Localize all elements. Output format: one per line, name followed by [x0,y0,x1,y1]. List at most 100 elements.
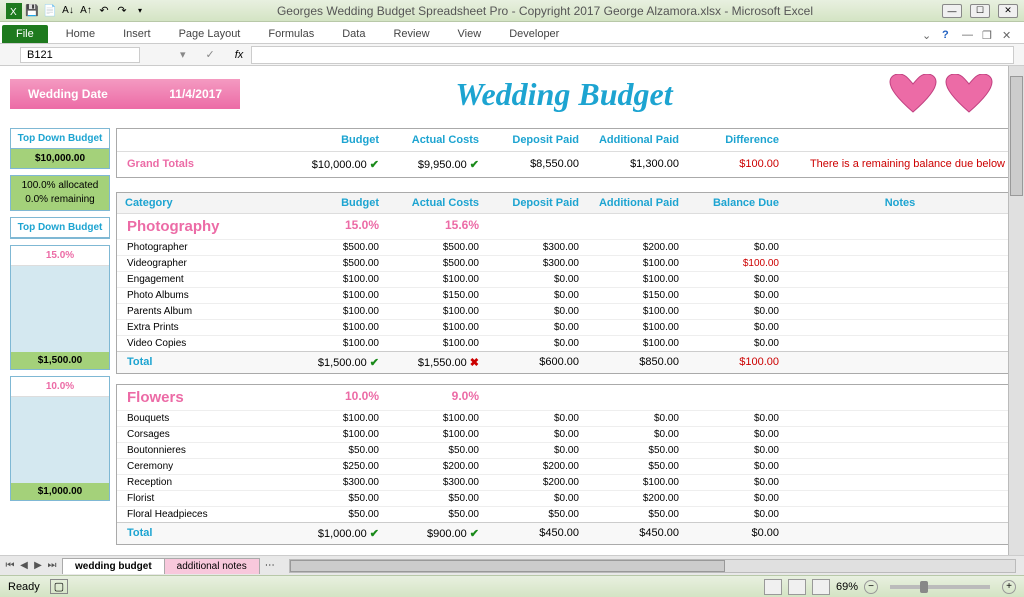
item-actual: $500.00 [387,240,487,255]
photo-actual-pct: 15.6% [387,214,487,239]
item-budget: $500.00 [287,240,387,255]
zoom-out-button[interactable]: − [864,580,878,594]
item-budget: $50.00 [287,443,387,458]
sort-asc-icon[interactable]: A↓ [60,3,76,19]
view-page-break-button[interactable] [812,579,830,595]
table-row[interactable]: Videographer$500.00$500.00$300.00$100.00… [117,255,1013,271]
sheet-tab-wedding-budget[interactable]: wedding budget [62,558,165,574]
worksheet-area[interactable]: Wedding Date 11/4/2017 Wedding Budget To… [0,66,1024,555]
excel-icon[interactable]: X [6,3,22,19]
table-row[interactable]: Engagement$100.00$100.00$0.00$100.00$0.0… [117,271,1013,287]
item-budget: $100.00 [287,320,387,335]
table-row[interactable]: Parents Album$100.00$100.00$0.00$100.00$… [117,303,1013,319]
item-actual: $50.00 [387,491,487,506]
item-notes [787,443,1013,458]
item-actual: $500.00 [387,256,487,271]
th-deposit: Deposit Paid [487,193,587,213]
table-row[interactable]: Photo Albums$100.00$150.00$0.00$150.00$0… [117,287,1013,303]
sheet-tab-additional-notes[interactable]: additional notes [164,558,260,574]
horizontal-scrollbar[interactable] [289,559,1016,573]
tab-page-layout[interactable]: Page Layout [165,25,255,43]
tab-nav-prev-icon[interactable]: ◀ [18,560,30,571]
item-notes [787,304,1013,319]
item-additional: $100.00 [587,475,687,490]
item-additional: $0.00 [587,411,687,426]
zoom-slider[interactable] [890,585,990,589]
table-row[interactable]: Floral Headpieces$50.00$50.00$50.00$50.0… [117,506,1013,522]
help-icon[interactable]: ? [942,29,956,43]
total-deposit: $450.00 [487,523,587,544]
item-deposit: $0.00 [487,491,587,506]
zoom-thumb[interactable] [920,581,928,593]
tab-insert[interactable]: Insert [109,25,165,43]
item-notes [787,256,1013,271]
tab-nav-first-icon[interactable]: ⏮ [4,560,16,571]
tab-view[interactable]: View [444,25,496,43]
undo-icon[interactable]: ↶ [96,3,112,19]
doc-restore-icon[interactable]: ❐ [982,29,996,43]
table-row[interactable]: Ceremony$250.00$200.00$200.00$50.00$0.00 [117,458,1013,474]
status-ready: Ready [8,581,40,593]
table-row[interactable]: Reception$300.00$300.00$200.00$100.00$0.… [117,474,1013,490]
total-additional: $850.00 [587,352,687,373]
tab-file[interactable]: File [2,25,48,43]
table-row[interactable]: Corsages$100.00$100.00$0.00$0.00$0.00 [117,426,1013,442]
th-deposit: Deposit Paid [487,129,587,151]
table-row[interactable]: Video Copies$100.00$100.00$0.00$100.00$0… [117,335,1013,351]
item-name: Parents Album [117,304,287,319]
new-sheet-icon[interactable]: ⋯ [259,560,281,571]
tab-formulas[interactable]: Formulas [254,25,328,43]
doc-minimize-icon[interactable]: — [962,29,976,43]
tab-home[interactable]: Home [52,25,109,43]
photography-total-row: Total $1,500.00✔ $1,550.00✖ $600.00 $850… [117,351,1013,373]
view-page-layout-button[interactable] [788,579,806,595]
minimize-button[interactable]: — [942,4,962,18]
item-balance: $0.00 [687,411,787,426]
redo-icon[interactable]: ↷ [114,3,130,19]
scroll-thumb[interactable] [290,560,725,572]
item-budget: $100.00 [287,411,387,426]
tab-nav-next-icon[interactable]: ▶ [32,560,44,571]
grand-actual: $9,950.00✔ [387,152,487,177]
item-deposit: $300.00 [487,240,587,255]
table-row[interactable]: Boutonnieres$50.00$50.00$0.00$50.00$0.00 [117,442,1013,458]
tab-developer[interactable]: Developer [495,25,573,43]
item-name: Boutonnieres [117,443,287,458]
item-notes [787,288,1013,303]
new-icon[interactable]: 📄 [42,3,58,19]
tab-data[interactable]: Data [328,25,379,43]
item-name: Videographer [117,256,287,271]
table-row[interactable]: Photographer$500.00$500.00$300.00$200.00… [117,239,1013,255]
th-additional: Additional Paid [587,129,687,151]
zoom-in-button[interactable]: + [1002,580,1016,594]
name-box[interactable]: B121 [20,47,140,63]
save-icon[interactable]: 💾 [24,3,40,19]
fx-label[interactable]: fx [235,49,244,61]
sort-desc-icon[interactable]: A↑ [78,3,94,19]
macro-record-icon[interactable]: ▢ [50,579,68,594]
table-row[interactable]: Extra Prints$100.00$100.00$0.00$100.00$0… [117,319,1013,335]
qat-dropdown-icon[interactable]: ▾ [132,3,148,19]
maximize-button[interactable]: ☐ [970,4,990,18]
item-additional: $200.00 [587,240,687,255]
table-row[interactable]: Bouquets$100.00$100.00$0.00$0.00$0.00 [117,410,1013,426]
view-normal-button[interactable] [764,579,782,595]
doc-close-icon[interactable]: ✕ [1002,29,1016,43]
item-budget: $100.00 [287,336,387,351]
table-row[interactable]: Florist$50.00$50.00$0.00$200.00$0.00 [117,490,1013,506]
zoom-level[interactable]: 69% [836,581,858,593]
scroll-thumb[interactable] [1010,76,1023,196]
flowers-total-row: Total $1,000.00✔ $900.00✔ $450.00 $450.0… [117,522,1013,544]
formula-input[interactable] [251,46,1014,64]
item-balance: $0.00 [687,288,787,303]
ribbon-minimize-icon[interactable]: ⌄ [922,29,936,43]
tab-nav-last-icon[interactable]: ⏭ [46,560,58,571]
svg-text:X: X [10,7,17,18]
th-diff: Difference [687,129,787,151]
close-button[interactable]: ✕ [998,4,1018,18]
vertical-scrollbar[interactable] [1008,66,1024,555]
window-title: Georges Wedding Budget Spreadsheet Pro -… [148,4,942,18]
tab-review[interactable]: Review [379,25,443,43]
item-notes [787,459,1013,474]
item-name: Florist [117,491,287,506]
